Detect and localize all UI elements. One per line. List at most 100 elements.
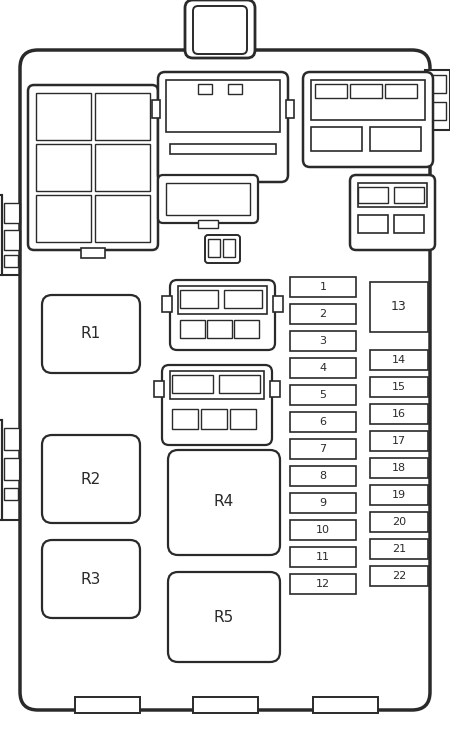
- Text: 3: 3: [320, 336, 327, 346]
- Text: 13: 13: [391, 300, 407, 314]
- Bar: [273, 296, 283, 312]
- Bar: [201, 409, 227, 429]
- Bar: [311, 127, 362, 151]
- Bar: [228, 84, 242, 94]
- Text: 11: 11: [316, 552, 330, 562]
- Bar: [152, 100, 160, 118]
- Bar: [95, 144, 150, 191]
- FancyBboxPatch shape: [28, 85, 158, 250]
- Text: 7: 7: [320, 444, 327, 454]
- Bar: [170, 371, 264, 399]
- FancyBboxPatch shape: [185, 0, 255, 58]
- Bar: [370, 566, 428, 586]
- Bar: [230, 409, 256, 429]
- Bar: [385, 84, 417, 98]
- Bar: [234, 320, 259, 338]
- Bar: [290, 547, 356, 567]
- Bar: [224, 290, 262, 308]
- Bar: [75, 697, 140, 713]
- Bar: [178, 286, 267, 314]
- Bar: [290, 466, 356, 486]
- Bar: [370, 282, 428, 332]
- Text: 16: 16: [392, 409, 406, 419]
- Text: 15: 15: [392, 382, 406, 392]
- Bar: [0, 420, 2, 520]
- Text: R3: R3: [81, 571, 101, 587]
- Bar: [0, 195, 2, 275]
- Bar: [370, 377, 428, 397]
- Bar: [311, 80, 425, 120]
- Bar: [219, 375, 260, 393]
- FancyBboxPatch shape: [20, 50, 430, 710]
- Bar: [4, 230, 20, 250]
- Bar: [198, 220, 218, 228]
- Bar: [370, 458, 428, 478]
- Bar: [290, 358, 356, 378]
- Bar: [4, 255, 18, 267]
- Bar: [36, 144, 91, 191]
- Bar: [193, 697, 258, 713]
- Bar: [166, 80, 280, 132]
- Text: 21: 21: [392, 544, 406, 554]
- Text: R4: R4: [214, 494, 234, 509]
- Bar: [350, 84, 382, 98]
- Bar: [313, 697, 378, 713]
- Bar: [270, 381, 280, 397]
- Bar: [172, 409, 198, 429]
- Bar: [4, 203, 20, 223]
- Bar: [4, 488, 18, 500]
- FancyBboxPatch shape: [303, 72, 433, 167]
- Bar: [223, 239, 235, 257]
- Bar: [290, 520, 356, 540]
- Bar: [370, 404, 428, 424]
- Bar: [208, 239, 220, 257]
- Bar: [180, 290, 218, 308]
- FancyBboxPatch shape: [162, 365, 272, 445]
- Text: 22: 22: [392, 571, 406, 581]
- Bar: [170, 144, 276, 154]
- Bar: [290, 331, 356, 351]
- Bar: [154, 381, 164, 397]
- Text: 5: 5: [320, 390, 327, 400]
- FancyBboxPatch shape: [170, 280, 275, 350]
- Text: 9: 9: [320, 498, 327, 508]
- Bar: [81, 248, 105, 258]
- Text: 14: 14: [392, 355, 406, 365]
- Bar: [370, 512, 428, 532]
- Text: 1: 1: [320, 282, 327, 292]
- Bar: [4, 458, 20, 480]
- FancyBboxPatch shape: [42, 540, 140, 618]
- Bar: [95, 93, 150, 140]
- FancyBboxPatch shape: [193, 6, 247, 54]
- Bar: [358, 187, 388, 203]
- Bar: [36, 195, 91, 242]
- Bar: [394, 215, 424, 233]
- Bar: [428, 102, 446, 120]
- Bar: [290, 277, 356, 297]
- FancyBboxPatch shape: [42, 435, 140, 523]
- Text: 8: 8: [320, 471, 327, 481]
- Bar: [290, 412, 356, 432]
- Bar: [95, 195, 150, 242]
- Text: 17: 17: [392, 436, 406, 446]
- Bar: [290, 304, 356, 324]
- Text: 20: 20: [392, 517, 406, 527]
- Bar: [394, 187, 424, 203]
- Text: R1: R1: [81, 326, 101, 342]
- Text: 18: 18: [392, 463, 406, 473]
- FancyBboxPatch shape: [168, 572, 280, 662]
- Bar: [358, 183, 427, 207]
- FancyBboxPatch shape: [42, 295, 140, 373]
- Text: R2: R2: [81, 472, 101, 486]
- FancyBboxPatch shape: [158, 175, 258, 223]
- Bar: [286, 100, 294, 118]
- Text: 12: 12: [316, 579, 330, 589]
- FancyBboxPatch shape: [350, 175, 435, 250]
- Text: 6: 6: [320, 417, 327, 427]
- FancyBboxPatch shape: [168, 450, 280, 555]
- Bar: [198, 84, 212, 94]
- Bar: [370, 485, 428, 505]
- Text: R5: R5: [214, 610, 234, 624]
- Bar: [370, 127, 421, 151]
- Bar: [180, 320, 205, 338]
